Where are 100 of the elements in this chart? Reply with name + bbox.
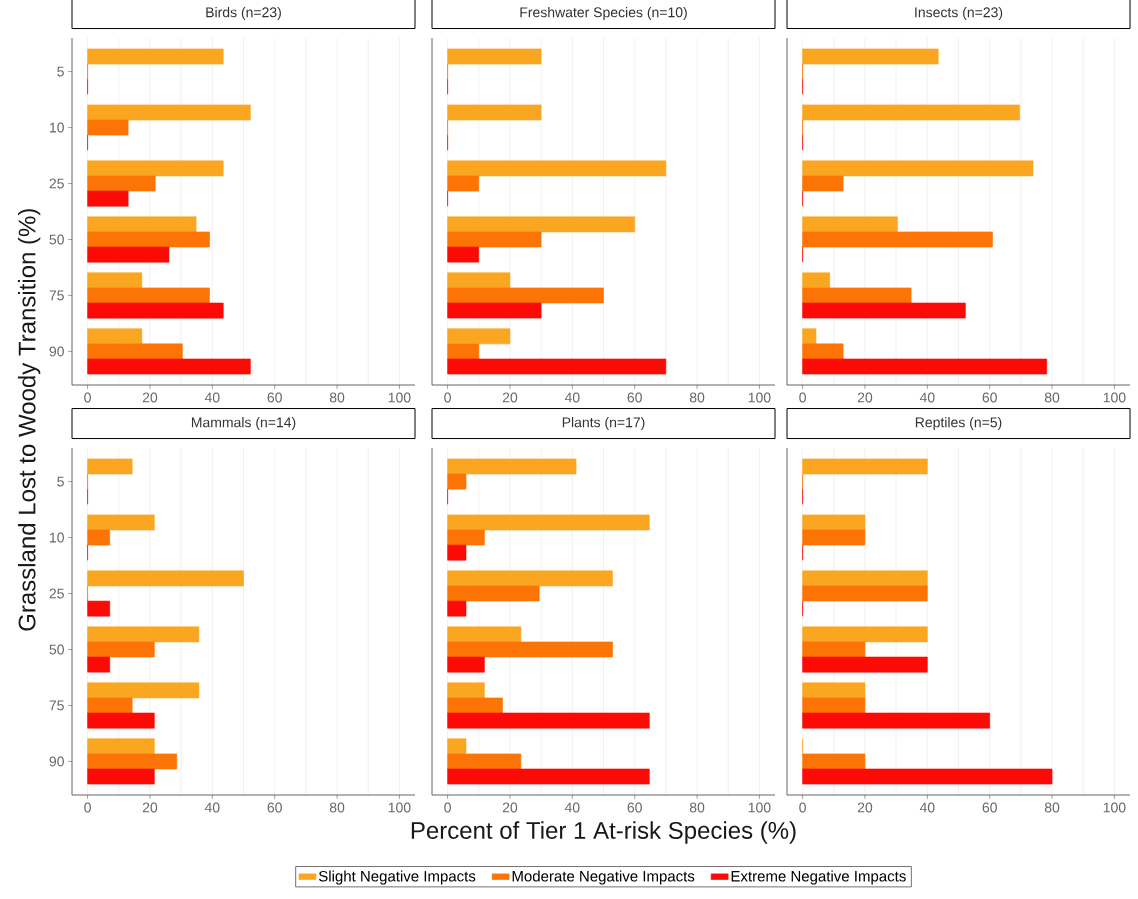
bar <box>802 458 928 475</box>
bar <box>87 343 183 360</box>
chart-title: Mammals (n=14) <box>191 417 296 431</box>
bar <box>802 358 1048 375</box>
bar <box>87 712 155 729</box>
bar <box>447 641 613 658</box>
x-tick-label: 20 <box>857 802 873 813</box>
x-tick-label: 20 <box>502 392 518 403</box>
y-tick-label: 5 <box>57 476 64 487</box>
x-tick-label: 20 <box>857 392 873 403</box>
bar <box>87 738 155 755</box>
bar <box>802 343 844 360</box>
chart-title: Birds (n=23) <box>206 7 281 21</box>
bar <box>87 753 178 770</box>
x-tick-label: 100 <box>748 802 771 813</box>
bar <box>802 712 990 729</box>
bar <box>802 48 939 65</box>
x-tick-label: 0 <box>444 392 451 403</box>
x-tick-label: 20 <box>142 802 158 813</box>
legend-label: Moderate Negative Impacts <box>512 870 695 885</box>
y-tick-label: 10 <box>49 532 64 543</box>
bar <box>802 287 912 304</box>
bar <box>447 175 480 192</box>
x-tick-label: 100 <box>1103 392 1126 403</box>
bar <box>802 514 866 531</box>
bar <box>87 175 156 192</box>
y-tick-label: 25 <box>49 178 64 189</box>
bar <box>802 768 1053 785</box>
bar <box>447 544 467 561</box>
legend-label: Extreme Negative Impacts <box>731 870 906 885</box>
bar <box>447 626 522 643</box>
bar <box>802 272 831 289</box>
bar <box>87 216 197 233</box>
y-tick-label: 10 <box>49 122 64 133</box>
bar <box>447 697 503 714</box>
bar <box>447 585 540 602</box>
bar <box>447 738 467 755</box>
bar <box>87 302 224 319</box>
bar <box>802 682 866 699</box>
bar <box>447 514 650 531</box>
bar <box>802 585 928 602</box>
bar <box>87 119 129 136</box>
x-tick-label: 60 <box>982 392 997 403</box>
x-tick-label: 0 <box>799 802 806 813</box>
bar <box>447 272 511 289</box>
bar <box>802 656 928 673</box>
x-tick-label: 60 <box>627 392 642 403</box>
bar <box>447 231 542 248</box>
x-tick-label: 0 <box>84 392 91 403</box>
x-axis-title: Percent of Tier 1 At-risk Species (%) <box>411 821 796 844</box>
bar <box>447 682 485 699</box>
bar <box>447 358 667 375</box>
bar <box>447 48 542 65</box>
x-tick-label: 0 <box>444 802 451 813</box>
bar <box>447 302 542 319</box>
x-tick-label: 60 <box>267 802 282 813</box>
bar <box>87 190 129 207</box>
x-tick-label: 40 <box>564 802 580 813</box>
x-tick-label: 100 <box>1103 802 1126 813</box>
x-tick-label: 80 <box>689 802 705 813</box>
x-tick-label: 60 <box>267 392 282 403</box>
bar <box>802 231 993 248</box>
bar <box>87 48 224 65</box>
bar <box>87 287 210 304</box>
bar <box>87 626 200 643</box>
bar <box>87 358 251 375</box>
x-tick-label: 40 <box>564 392 580 403</box>
x-tick-label: 80 <box>689 392 705 403</box>
y-tick-label: 75 <box>49 700 64 711</box>
bar <box>447 656 485 673</box>
chart-title: Insects (n=23) <box>915 7 1003 21</box>
x-tick-label: 40 <box>204 392 220 403</box>
bar <box>87 682 200 699</box>
bar <box>87 246 170 263</box>
bar <box>447 216 635 233</box>
x-tick-label: 80 <box>1044 802 1060 813</box>
legend-label: Slight Negative Impacts <box>318 870 476 885</box>
bar <box>447 570 613 587</box>
x-tick-label: 100 <box>748 392 771 403</box>
bar <box>802 216 898 233</box>
bar <box>87 328 143 345</box>
bar <box>87 697 133 714</box>
x-tick-label: 80 <box>1044 392 1060 403</box>
bar <box>87 231 210 248</box>
bar <box>802 697 866 714</box>
x-tick-label: 40 <box>204 802 220 813</box>
y-tick-label: 50 <box>49 644 64 655</box>
bar <box>802 175 844 192</box>
bar <box>447 712 650 729</box>
chart-title: Freshwater Species (n=10) <box>520 7 687 21</box>
bar <box>87 458 133 475</box>
bar <box>447 768 650 785</box>
x-tick-label: 60 <box>627 802 642 813</box>
chart-title: Reptiles (n=5) <box>915 417 1002 431</box>
x-tick-label: 0 <box>799 392 806 403</box>
y-tick-label: 5 <box>57 66 64 77</box>
x-tick-label: 80 <box>329 802 345 813</box>
x-tick-label: 80 <box>329 392 345 403</box>
bar <box>802 626 928 643</box>
bar <box>87 529 111 546</box>
